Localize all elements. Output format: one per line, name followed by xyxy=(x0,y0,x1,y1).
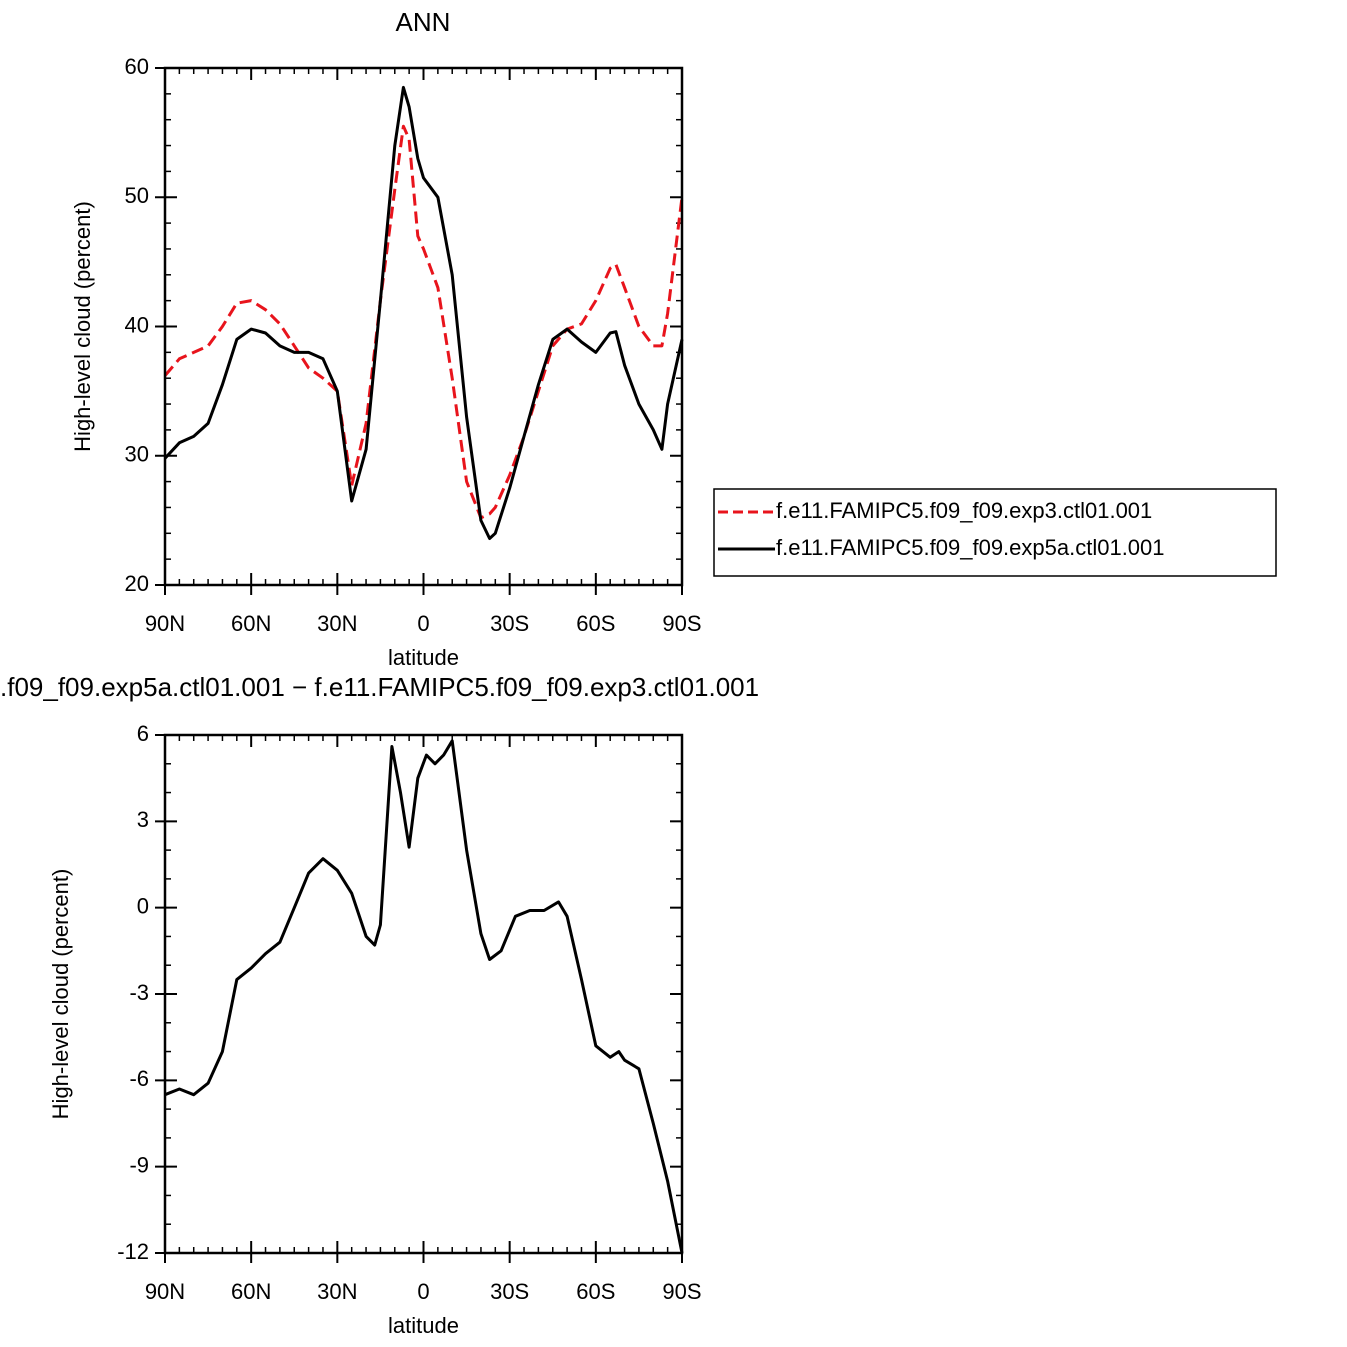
x-tick-label: 60S xyxy=(576,611,615,636)
x-tick-label: 90N xyxy=(145,1279,185,1304)
y-tick-label: -6 xyxy=(129,1066,149,1091)
y-tick-label: 30 xyxy=(125,442,149,467)
y-tick-label: 6 xyxy=(137,721,149,746)
x-tick-label: 0 xyxy=(417,611,429,636)
legend-label: f.e11.FAMIPC5.f09_f09.exp3.ctl01.001 xyxy=(776,498,1152,523)
y-axis-label: High-level cloud (percent) xyxy=(70,201,95,452)
y-tick-label: 60 xyxy=(125,54,149,79)
x-tick-label: 30S xyxy=(490,1279,529,1304)
plot-frame xyxy=(163,66,684,587)
x-tick-label: 30N xyxy=(317,611,357,636)
data-line xyxy=(163,124,684,520)
y-axis-label: High-level cloud (percent) xyxy=(48,869,73,1120)
legend-label: f.e11.FAMIPC5.f09_f09.exp5a.ctl01.001 xyxy=(776,535,1165,560)
legend-box xyxy=(713,488,1277,577)
x-tick-label: 60S xyxy=(576,1279,615,1304)
y-tick-label: 0 xyxy=(137,893,149,918)
x-tick-label: 90S xyxy=(662,611,701,636)
x-tick-label: 90S xyxy=(662,1279,701,1304)
x-tick-label: 90N xyxy=(145,611,185,636)
y-tick-label: 40 xyxy=(125,312,149,337)
plot-frame xyxy=(163,733,684,1255)
y-tick-label: 3 xyxy=(137,807,149,832)
x-tick-label: 60N xyxy=(231,1279,271,1304)
x-tick-label: 60N xyxy=(231,611,271,636)
data-line xyxy=(163,85,684,540)
y-tick-label: 50 xyxy=(125,183,149,208)
y-tick-label: -3 xyxy=(129,980,149,1005)
y-tick-label: 20 xyxy=(125,571,149,596)
x-tick-label: 0 xyxy=(417,1279,429,1304)
x-tick-label: 30S xyxy=(490,611,529,636)
y-tick-label: -12 xyxy=(117,1239,149,1264)
chart-title: .f09_f09.exp5a.ctl01.001 − f.e11.FAMIPC5… xyxy=(0,672,759,702)
chart-title: ANN xyxy=(396,7,451,37)
data-line xyxy=(164,739,684,1254)
x-tick-label: 30N xyxy=(317,1279,357,1304)
x-axis-label: latitude xyxy=(388,645,459,670)
y-tick-label: -9 xyxy=(129,1152,149,1177)
x-axis-label: latitude xyxy=(388,1313,459,1338)
